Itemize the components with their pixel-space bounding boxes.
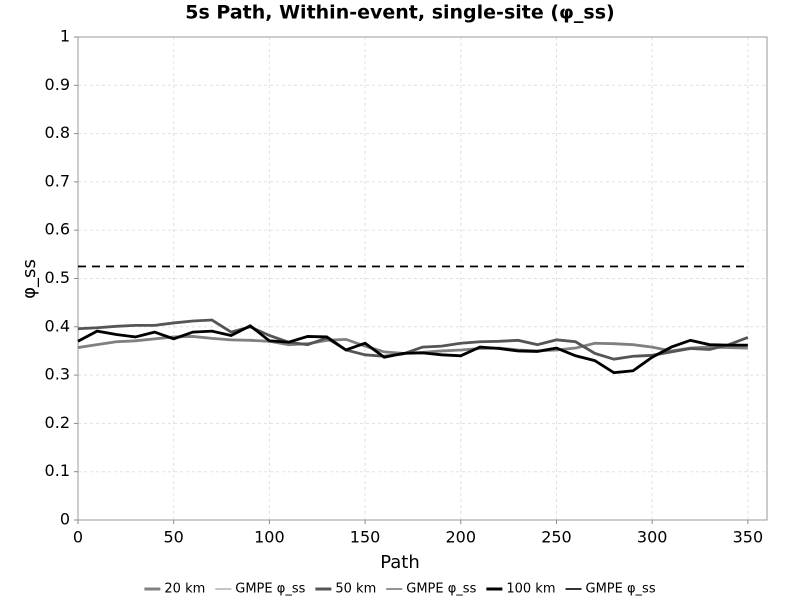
series-line — [77, 318, 749, 361]
y-tick-label: 0.7 — [45, 171, 70, 190]
y-tick-label: 0.3 — [45, 365, 70, 384]
y-tick-label: 0.1 — [45, 461, 70, 480]
legend-label: GMPE φ_ss — [586, 582, 656, 597]
y-tick-label: 0.4 — [45, 316, 70, 335]
y-tick-label: 1 — [60, 27, 70, 46]
x-tick-label: 0 — [73, 528, 83, 547]
y-tick-label: 0 — [60, 510, 70, 529]
legend-label: GMPE φ_ss — [406, 582, 476, 597]
x-tick-label: 200 — [446, 528, 477, 547]
chart-title: 5s Path, Within-event, single-site (φ_ss… — [185, 2, 614, 24]
legend-label: 20 km — [164, 582, 205, 597]
x-tick-label: 100 — [254, 528, 285, 547]
x-tick-label: 50 — [164, 528, 184, 547]
y-tick-label: 0.5 — [45, 268, 70, 287]
legend-label: GMPE φ_ss — [235, 582, 305, 597]
legend-label: 100 km — [506, 582, 555, 597]
series-line — [77, 324, 748, 375]
legend: 20 km GMPE φ_ss 50 km GMPE φ_ss 100 km GMPE φ… — [144, 582, 656, 597]
x-axis-label: Path — [380, 552, 420, 573]
x-tick-label: 300 — [637, 528, 668, 547]
x-tick-label: 350 — [733, 528, 764, 547]
legend-label: 50 km — [335, 582, 376, 597]
y-tick-label: 0.6 — [45, 220, 70, 239]
x-tick-label: 150 — [350, 528, 381, 547]
y-tick-label: 0.9 — [45, 75, 70, 94]
x-tick-label: 250 — [541, 528, 572, 547]
plot-frame — [77, 36, 768, 521]
y-tick-label: 0.8 — [45, 123, 70, 142]
y-tick-label: 0.2 — [45, 413, 70, 432]
y-axis-label: φ_ss — [19, 259, 40, 299]
